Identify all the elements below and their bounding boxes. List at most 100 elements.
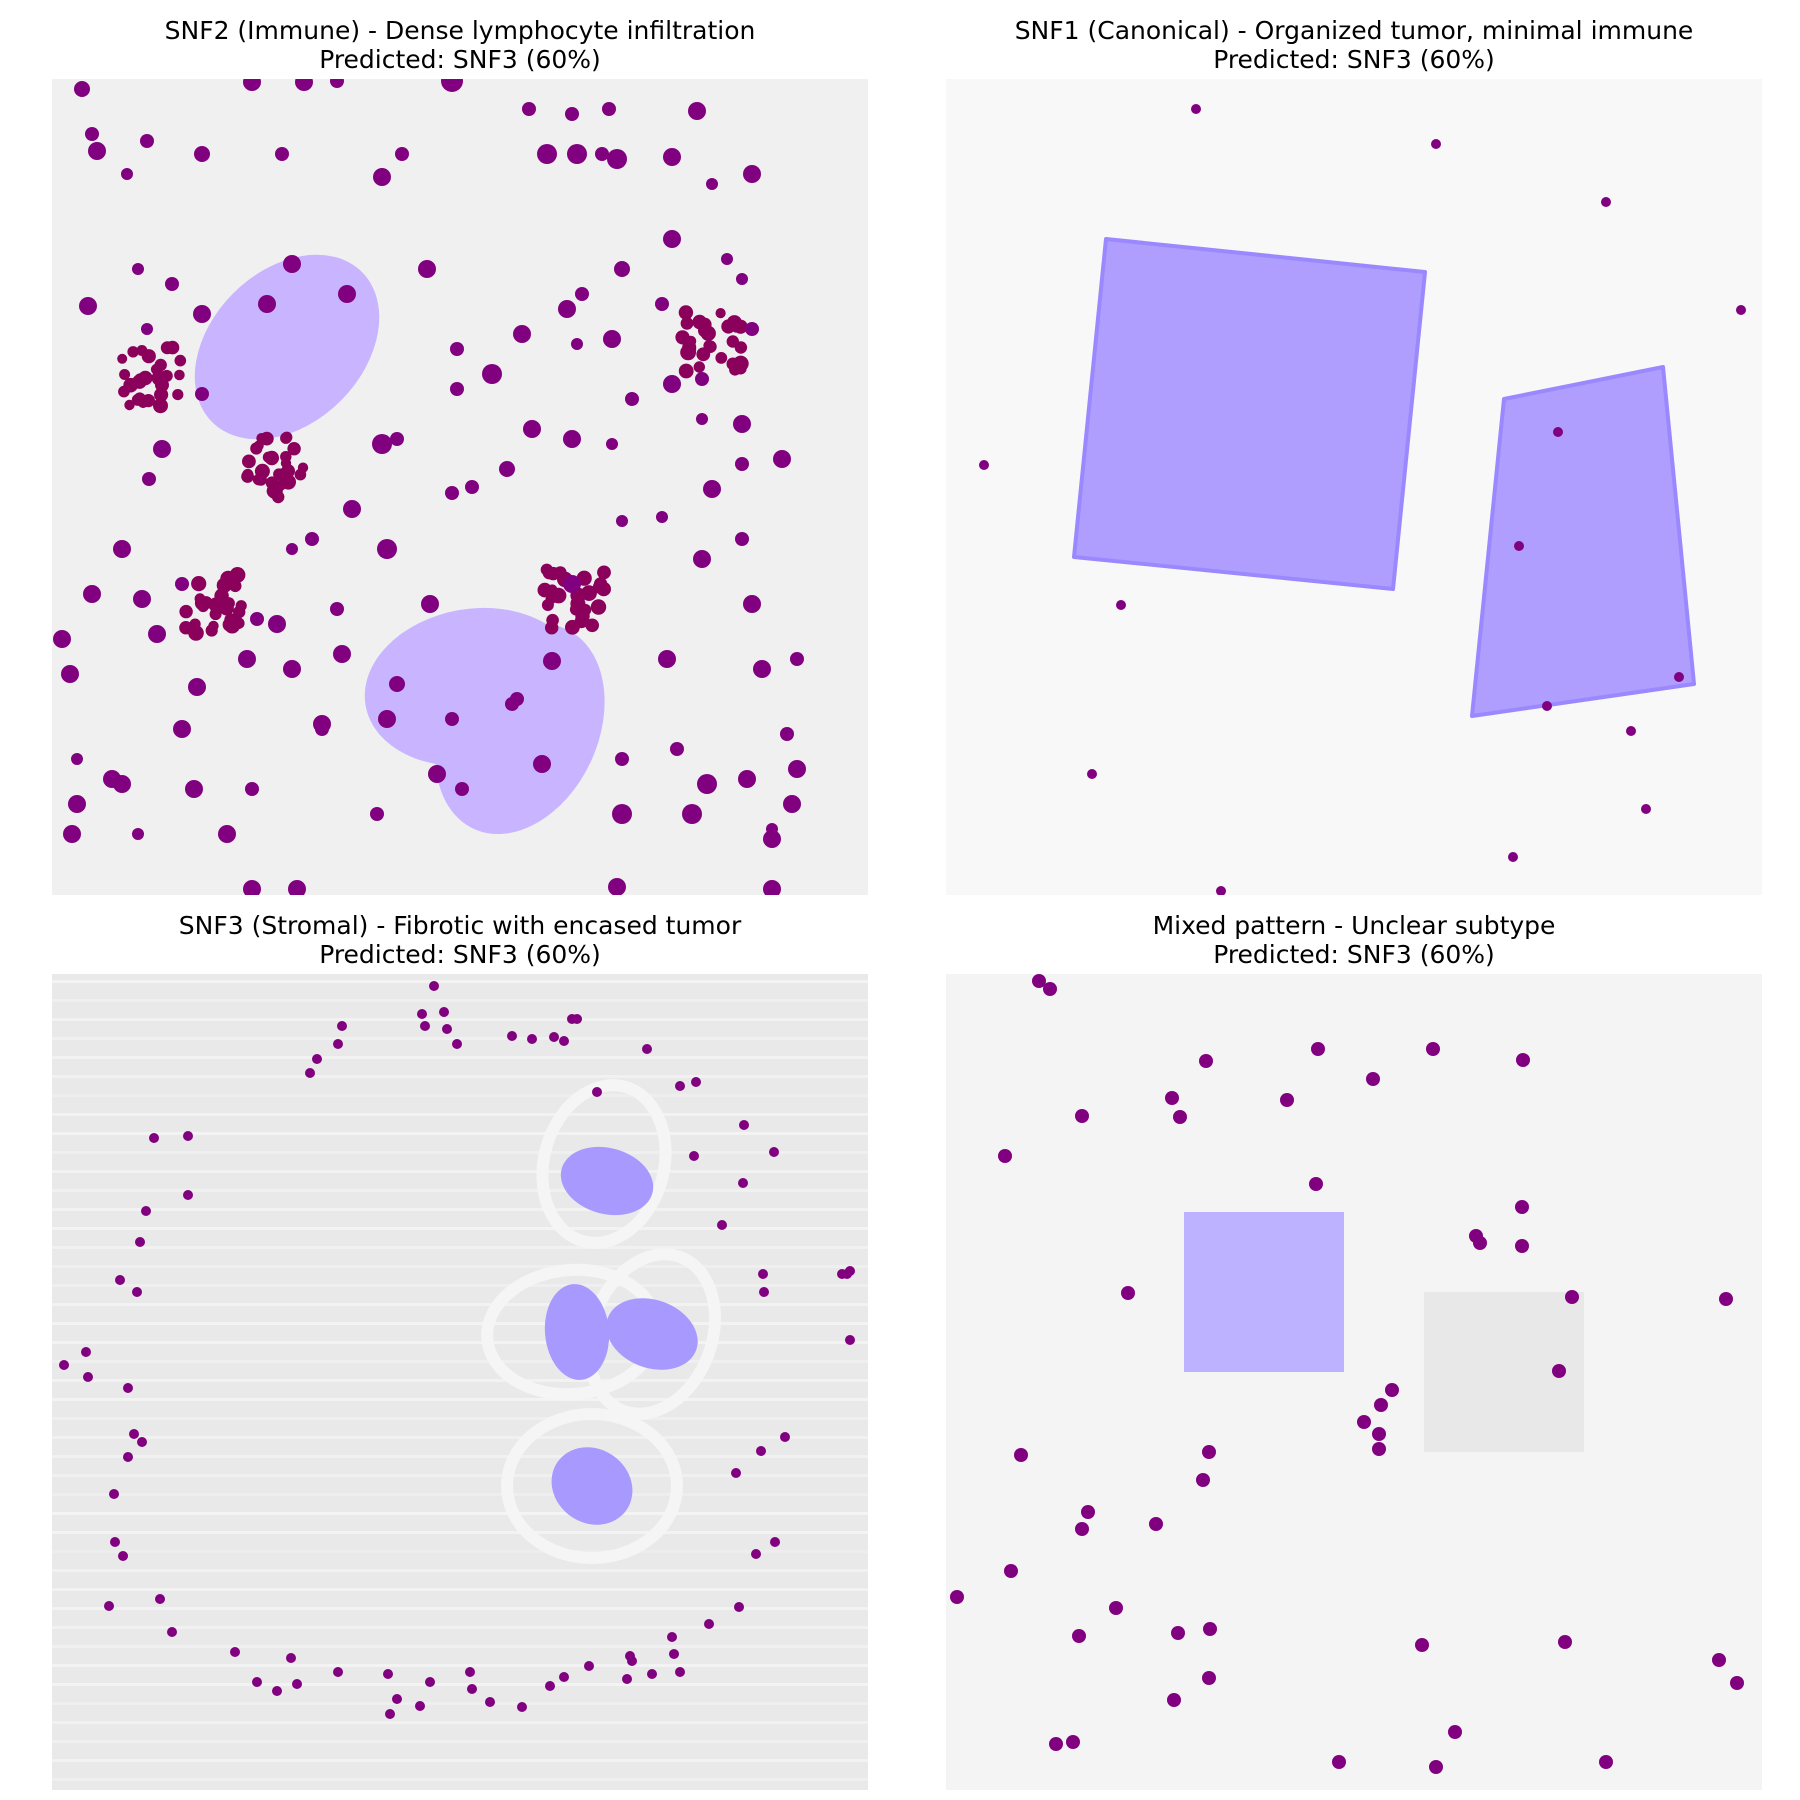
cell (567, 144, 587, 164)
tumor-nest (544, 1146, 698, 1525)
cell (1173, 1110, 1187, 1124)
cell (333, 1667, 343, 1677)
cell (1515, 1200, 1529, 1214)
fiber-streak (52, 1170, 868, 1173)
cell (421, 595, 439, 613)
cell (533, 755, 551, 773)
cell (738, 1178, 748, 1188)
cell (1309, 1177, 1323, 1191)
cell (343, 500, 361, 518)
cell (149, 1133, 159, 1143)
cell (121, 168, 133, 180)
immune-cells (950, 974, 1744, 1774)
cell (138, 371, 152, 384)
cell (482, 364, 502, 384)
cell (517, 1702, 527, 1712)
cell (1730, 1676, 1744, 1690)
cell (1372, 1427, 1386, 1441)
cell (1075, 1522, 1089, 1536)
cell (123, 1452, 133, 1462)
cell (205, 624, 218, 637)
cell (1552, 1364, 1566, 1378)
cell (420, 1021, 430, 1031)
fiber-streak (52, 1740, 868, 1743)
cell (1385, 1383, 1399, 1397)
cell (110, 1537, 120, 1547)
cell (717, 1220, 727, 1230)
cell (763, 830, 781, 848)
cell (1216, 886, 1226, 895)
cell (1553, 427, 1563, 437)
cell (53, 630, 71, 648)
cell (1167, 1693, 1181, 1707)
cell (559, 1672, 569, 1682)
cell (625, 1651, 635, 1661)
cell (230, 1647, 240, 1657)
cell (769, 1147, 779, 1157)
cell (575, 287, 589, 301)
cell (83, 1372, 93, 1382)
cell (763, 880, 781, 895)
cell (1366, 1072, 1380, 1086)
cell (743, 595, 761, 613)
cell (1516, 1053, 1530, 1067)
cell (1311, 1042, 1325, 1056)
tumor-region (1072, 237, 1427, 591)
cell (389, 676, 405, 692)
cell (523, 420, 541, 438)
cell (1191, 104, 1201, 114)
cell (1426, 1042, 1440, 1056)
cell (123, 1383, 133, 1393)
cell (154, 387, 169, 402)
cell (450, 382, 464, 396)
cell (113, 540, 131, 558)
cell (1374, 1398, 1388, 1412)
cell (415, 1701, 425, 1711)
cell (1049, 1737, 1063, 1751)
cell (559, 1036, 569, 1046)
fiber-streak (52, 1645, 868, 1648)
cell (174, 354, 187, 367)
fiber-streak (52, 1113, 868, 1116)
cell (663, 148, 681, 166)
cell (751, 1549, 761, 1559)
cell (584, 1661, 594, 1671)
cell (736, 273, 748, 285)
fiber-streak (52, 1664, 868, 1667)
cell (721, 253, 733, 265)
cell (689, 1151, 699, 1161)
cell (241, 470, 255, 483)
cell (153, 440, 171, 458)
fiber-streak (52, 1398, 868, 1401)
cell (579, 603, 592, 616)
cell (245, 782, 259, 796)
cell (703, 340, 715, 352)
cell (682, 340, 697, 355)
cell (522, 102, 536, 116)
cell (194, 146, 210, 162)
cell (283, 660, 301, 678)
cell (735, 532, 749, 546)
cell (1196, 1473, 1210, 1487)
cell (63, 825, 81, 843)
cell (1674, 672, 1684, 682)
cell (268, 615, 286, 633)
cell (602, 102, 616, 116)
cell (731, 322, 742, 333)
cell (592, 1087, 602, 1097)
fiber-streak (52, 1303, 868, 1306)
cell (766, 823, 778, 835)
cell (756, 1446, 766, 1456)
cell (167, 1627, 177, 1637)
cell (83, 585, 101, 603)
panel-3-image (52, 974, 868, 1790)
cell (175, 577, 189, 591)
cell (253, 440, 264, 451)
cell (160, 341, 174, 355)
tumor-region (1470, 365, 1696, 718)
fiber-streak (52, 1512, 868, 1515)
cell (1116, 600, 1126, 610)
cell (505, 697, 519, 711)
cell (572, 1014, 582, 1024)
cell (425, 1677, 435, 1687)
